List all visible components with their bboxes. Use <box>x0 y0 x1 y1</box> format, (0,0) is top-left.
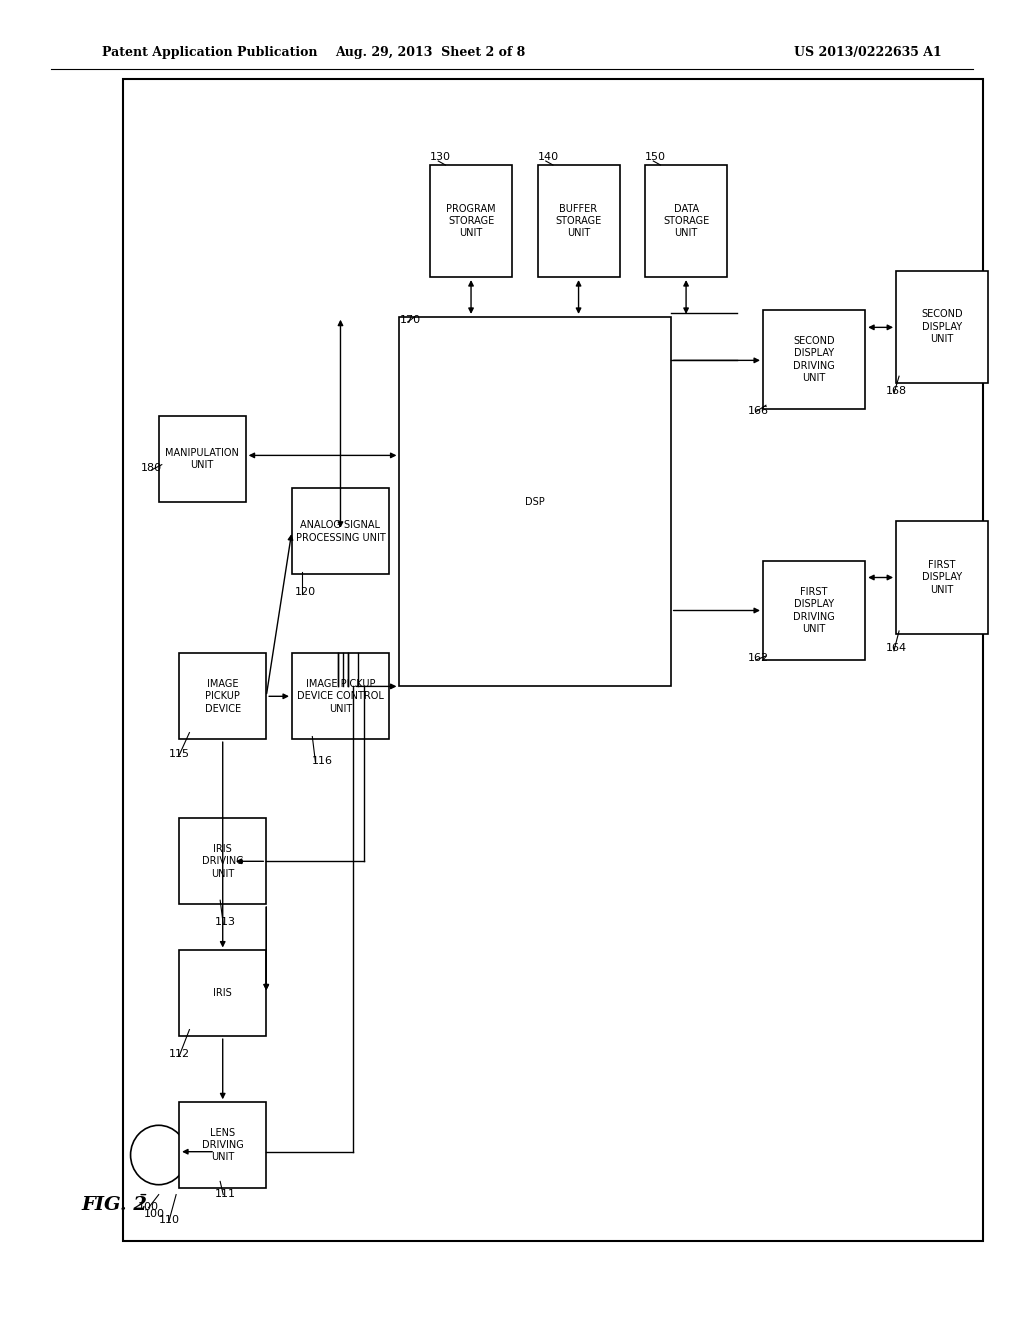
Ellipse shape <box>131 1125 186 1185</box>
Text: 164: 164 <box>886 643 907 653</box>
Bar <box>179 818 266 904</box>
Bar <box>159 416 246 502</box>
Text: 150: 150 <box>645 152 667 162</box>
Bar <box>292 488 389 574</box>
Text: FIRST
DISPLAY
UNIT: FIRST DISPLAY UNIT <box>922 560 963 595</box>
Text: MANIPULATION
UNIT: MANIPULATION UNIT <box>165 447 240 470</box>
Bar <box>538 165 620 277</box>
Text: 168: 168 <box>886 385 907 396</box>
Text: 100: 100 <box>143 1209 165 1220</box>
Text: 113: 113 <box>215 916 237 927</box>
Bar <box>123 79 983 1241</box>
Text: ANALOG SIGNAL
PROCESSING UNIT: ANALOG SIGNAL PROCESSING UNIT <box>296 520 385 543</box>
Text: 110: 110 <box>159 1214 180 1225</box>
Text: 180: 180 <box>141 462 163 473</box>
Bar <box>896 271 988 383</box>
Text: FIRST
DISPLAY
DRIVING
UNIT: FIRST DISPLAY DRIVING UNIT <box>794 587 835 634</box>
Text: DATA
STORAGE
UNIT: DATA STORAGE UNIT <box>663 203 710 239</box>
Text: IMAGE
PICKUP
DEVICE: IMAGE PICKUP DEVICE <box>205 678 241 714</box>
Bar <box>763 310 865 409</box>
Text: 162: 162 <box>748 652 769 663</box>
Text: 111: 111 <box>215 1188 237 1199</box>
Text: US 2013/0222635 A1: US 2013/0222635 A1 <box>795 46 942 59</box>
Text: 100: 100 <box>138 1201 160 1212</box>
Bar <box>430 165 512 277</box>
Text: LENS
DRIVING
UNIT: LENS DRIVING UNIT <box>202 1127 244 1163</box>
Bar <box>179 1102 266 1188</box>
Text: PROGRAM
STORAGE
UNIT: PROGRAM STORAGE UNIT <box>446 203 496 239</box>
Text: Patent Application Publication: Patent Application Publication <box>102 46 317 59</box>
Bar <box>179 950 266 1036</box>
Bar <box>399 317 671 686</box>
Text: DSP: DSP <box>525 496 545 507</box>
Text: 115: 115 <box>169 748 190 759</box>
Text: 130: 130 <box>430 152 452 162</box>
Text: IMAGE PICKUP
DEVICE CONTROL
UNIT: IMAGE PICKUP DEVICE CONTROL UNIT <box>297 678 384 714</box>
Text: 166: 166 <box>748 405 769 416</box>
Bar <box>763 561 865 660</box>
Bar <box>896 521 988 634</box>
Bar <box>645 165 727 277</box>
Text: 120: 120 <box>295 586 316 597</box>
Bar <box>179 653 266 739</box>
Text: SECOND
DISPLAY
DRIVING
UNIT: SECOND DISPLAY DRIVING UNIT <box>794 337 835 383</box>
Text: 140: 140 <box>538 152 559 162</box>
Text: 170: 170 <box>399 314 421 325</box>
Text: 116: 116 <box>312 755 334 766</box>
Bar <box>292 653 389 739</box>
Text: FIG. 2: FIG. 2 <box>82 1196 147 1214</box>
Text: 112: 112 <box>169 1048 190 1059</box>
Text: Aug. 29, 2013  Sheet 2 of 8: Aug. 29, 2013 Sheet 2 of 8 <box>335 46 525 59</box>
Text: SECOND
DISPLAY
UNIT: SECOND DISPLAY UNIT <box>922 309 963 345</box>
Text: IRIS
DRIVING
UNIT: IRIS DRIVING UNIT <box>202 843 244 879</box>
Text: BUFFER
STORAGE
UNIT: BUFFER STORAGE UNIT <box>555 203 602 239</box>
Text: IRIS: IRIS <box>213 989 232 998</box>
